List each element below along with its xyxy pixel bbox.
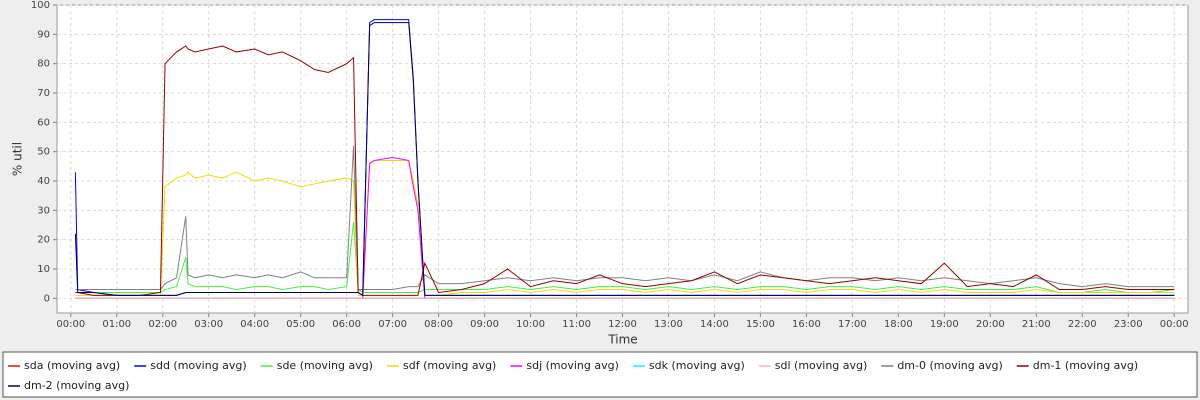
y-tick-label: 0 <box>44 293 50 304</box>
legend-text: sdk (moving avg) <box>649 359 745 372</box>
legend-text: sdd (moving avg) <box>150 359 246 372</box>
series-line <box>75 45 1175 296</box>
x-tick-label: 06:00 <box>332 319 361 330</box>
legend-item: sde (moving avg) <box>260 359 373 372</box>
x-tick-label: 10:00 <box>516 319 545 330</box>
legend-item: sda (moving avg) <box>8 359 120 372</box>
series-line <box>75 222 1175 293</box>
x-tick-label: 05:00 <box>286 319 315 330</box>
x-tick-label: 20:00 <box>976 319 1005 330</box>
y-tick-label: 50 <box>37 147 50 158</box>
legend-text: dm-1 (moving avg) <box>1033 359 1138 372</box>
legend-box <box>2 351 1198 398</box>
legend-text: sdj (moving avg) <box>526 359 619 372</box>
y-tick-label: 90 <box>37 29 50 40</box>
x-tick-label: 04:00 <box>240 319 269 330</box>
legend-item: dm-2 (moving avg) <box>8 379 129 392</box>
y-tick-label: 100 <box>31 0 50 11</box>
legend-item: sdk (moving avg) <box>632 359 745 372</box>
x-tick-label: 03:00 <box>194 319 223 330</box>
x-tick-label: 14:00 <box>700 319 729 330</box>
plot-area <box>56 4 1189 314</box>
x-tick-label: 07:00 <box>378 319 407 330</box>
x-tick-label: 15:00 <box>746 319 775 330</box>
x-tick-label: 16:00 <box>792 319 821 330</box>
x-tick-label: 09:00 <box>470 319 499 330</box>
y-tick-label: 60 <box>37 117 50 128</box>
x-axis-title: Time <box>607 333 637 347</box>
x-tick-label: 22:00 <box>1068 319 1097 330</box>
series-line <box>75 145 1175 291</box>
x-tick-label: 21:00 <box>1022 319 1051 330</box>
y-tick-label: 40 <box>37 176 50 187</box>
x-tick-label: 08:00 <box>424 319 453 330</box>
legend-text: sde (moving avg) <box>277 359 373 372</box>
y-tick-label: 20 <box>37 235 50 246</box>
legend-item: sdl (moving avg) <box>758 359 868 372</box>
legend-text: sdf (moving avg) <box>403 359 496 372</box>
x-tick-label: 02:00 <box>148 319 177 330</box>
legend-text: sdl (moving avg) <box>775 359 868 372</box>
legend-text: sda (moving avg) <box>24 359 120 372</box>
x-tick-label: 19:00 <box>930 319 959 330</box>
x-tick-label: 00:00 <box>56 319 85 330</box>
y-axis-title: % util <box>11 142 25 176</box>
y-tick-label: 30 <box>37 205 50 216</box>
y-tick-label: 70 <box>37 88 50 99</box>
x-tick-label: 23:00 <box>1114 319 1143 330</box>
legend-text: dm-0 (moving avg) <box>897 359 1002 372</box>
legend-item: dm-1 (moving avg) <box>1016 359 1138 372</box>
x-tick-label: 01:00 <box>102 319 131 330</box>
series-line <box>75 159 1175 296</box>
legend-item: dm-0 (moving avg) <box>881 359 1003 372</box>
y-tick-label: 80 <box>37 59 50 70</box>
x-tick-label: 17:00 <box>838 319 867 330</box>
x-tick-label: 18:00 <box>884 319 913 330</box>
x-tick-label: 11:00 <box>562 319 591 330</box>
legend-item: sdf (moving avg) <box>386 359 496 372</box>
y-tick-label: 10 <box>37 264 50 275</box>
series-line <box>74 22 1175 297</box>
legend-item: sdj (moving avg) <box>510 359 619 372</box>
legend-text: dm-2 (moving avg) <box>24 379 129 392</box>
x-tick-label: 00:00 <box>1160 319 1189 330</box>
x-tick-label: 12:00 <box>608 319 637 330</box>
legend-item: sdd (moving avg) <box>134 359 247 372</box>
x-tick-label: 13:00 <box>654 319 683 330</box>
